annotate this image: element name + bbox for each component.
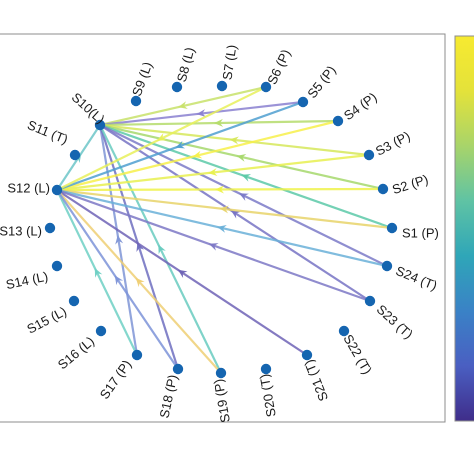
node-s17 bbox=[131, 349, 143, 361]
edge-s23-s12 bbox=[56, 188, 371, 303]
edge-s17-s10 bbox=[98, 124, 139, 356]
node-s5 bbox=[297, 96, 309, 108]
node-label-s4: S4 (P) bbox=[341, 89, 380, 123]
node-s6 bbox=[260, 81, 272, 93]
node-s16 bbox=[95, 325, 107, 337]
node-s15 bbox=[68, 295, 80, 307]
node-label-s21: S21 (T) bbox=[301, 358, 331, 404]
node-label-s6: S6 (P) bbox=[264, 47, 293, 87]
node-s2 bbox=[377, 183, 389, 195]
node-label-s15: S15 (L) bbox=[24, 303, 69, 336]
edge-s4-s10 bbox=[99, 118, 339, 127]
node-label-s13: S13 (L) bbox=[0, 223, 42, 238]
edge-s23-s10 bbox=[99, 124, 371, 302]
node-layer bbox=[44, 80, 398, 379]
node-label-s2: S2 (P) bbox=[390, 171, 430, 197]
node-s19 bbox=[215, 367, 227, 379]
node-label-s12: S12 (L) bbox=[7, 180, 50, 195]
node-label-s7: S7 (L) bbox=[220, 44, 240, 81]
node-label-s1: S1 (P) bbox=[402, 225, 439, 240]
node-s22 bbox=[338, 325, 350, 337]
node-s23 bbox=[364, 295, 376, 307]
node-label-s11: S11 (T) bbox=[25, 117, 70, 147]
node-label-s10: S10(L) bbox=[69, 90, 108, 127]
node-s11 bbox=[69, 149, 81, 161]
label-layer: S1 (P) S2 (P) S3 (P) S4 (P)S5 (P) S6 (P) S7 (… bbox=[0, 44, 439, 424]
node-s21 bbox=[301, 349, 313, 361]
edge-s24-s10 bbox=[99, 124, 388, 267]
edge-s24-s12 bbox=[56, 188, 388, 268]
node-label-s5: S5 (P) bbox=[304, 63, 339, 101]
node-label-s23: S23 (T) bbox=[374, 302, 416, 342]
node-s4 bbox=[332, 115, 344, 127]
edge-s19-s12 bbox=[56, 189, 222, 374]
node-s9 bbox=[130, 95, 142, 107]
edge-s3-s10 bbox=[99, 123, 370, 157]
node-label-s8: S8 (L) bbox=[174, 46, 198, 84]
node-s1 bbox=[386, 222, 398, 234]
node-s13 bbox=[44, 222, 56, 234]
node-label-s22: S22 (T) bbox=[340, 332, 375, 377]
edge-s1-s12 bbox=[56, 188, 393, 230]
edge-s1-s10 bbox=[99, 123, 393, 230]
edge-s2-s10 bbox=[99, 123, 384, 191]
edge-s6-s12 bbox=[56, 86, 267, 191]
node-label-s24: S24 (T) bbox=[394, 263, 440, 293]
node-label-s18: S18 (P) bbox=[156, 373, 180, 419]
edge-layer bbox=[56, 85, 393, 374]
node-label-s19: S19 (P) bbox=[211, 378, 233, 424]
node-s7 bbox=[216, 80, 228, 92]
node-s10 bbox=[94, 119, 106, 131]
edge-s5-s12 bbox=[56, 100, 304, 192]
edge-s4-s12 bbox=[56, 119, 339, 192]
edge-s21-s12 bbox=[56, 189, 308, 356]
node-label-s17: S17 (P) bbox=[97, 357, 135, 402]
node-s24 bbox=[381, 260, 393, 272]
node-label-s14: S14 (L) bbox=[5, 269, 50, 293]
node-label-s16: S16 (L) bbox=[55, 333, 97, 372]
node-s20 bbox=[260, 363, 272, 375]
edge-s3-s12 bbox=[56, 153, 370, 192]
node-s14 bbox=[51, 260, 63, 272]
node-s8 bbox=[171, 81, 183, 93]
edge-s6-s10 bbox=[99, 85, 267, 127]
edge-s2-s12 bbox=[56, 185, 384, 194]
plot-frame bbox=[0, 33, 446, 423]
colorbar bbox=[454, 35, 474, 422]
node-label-s20: S20 (T) bbox=[257, 373, 279, 418]
node-label-s3: S3 (P) bbox=[373, 128, 413, 159]
edge-s17-s12 bbox=[56, 189, 138, 356]
node-s12 bbox=[51, 184, 63, 196]
edge-s5-s10 bbox=[99, 100, 304, 127]
node-s3 bbox=[363, 149, 375, 161]
edge-s18-s12 bbox=[56, 189, 179, 370]
node-s18 bbox=[172, 363, 184, 375]
node-label-s9: S9 (L) bbox=[129, 60, 155, 98]
